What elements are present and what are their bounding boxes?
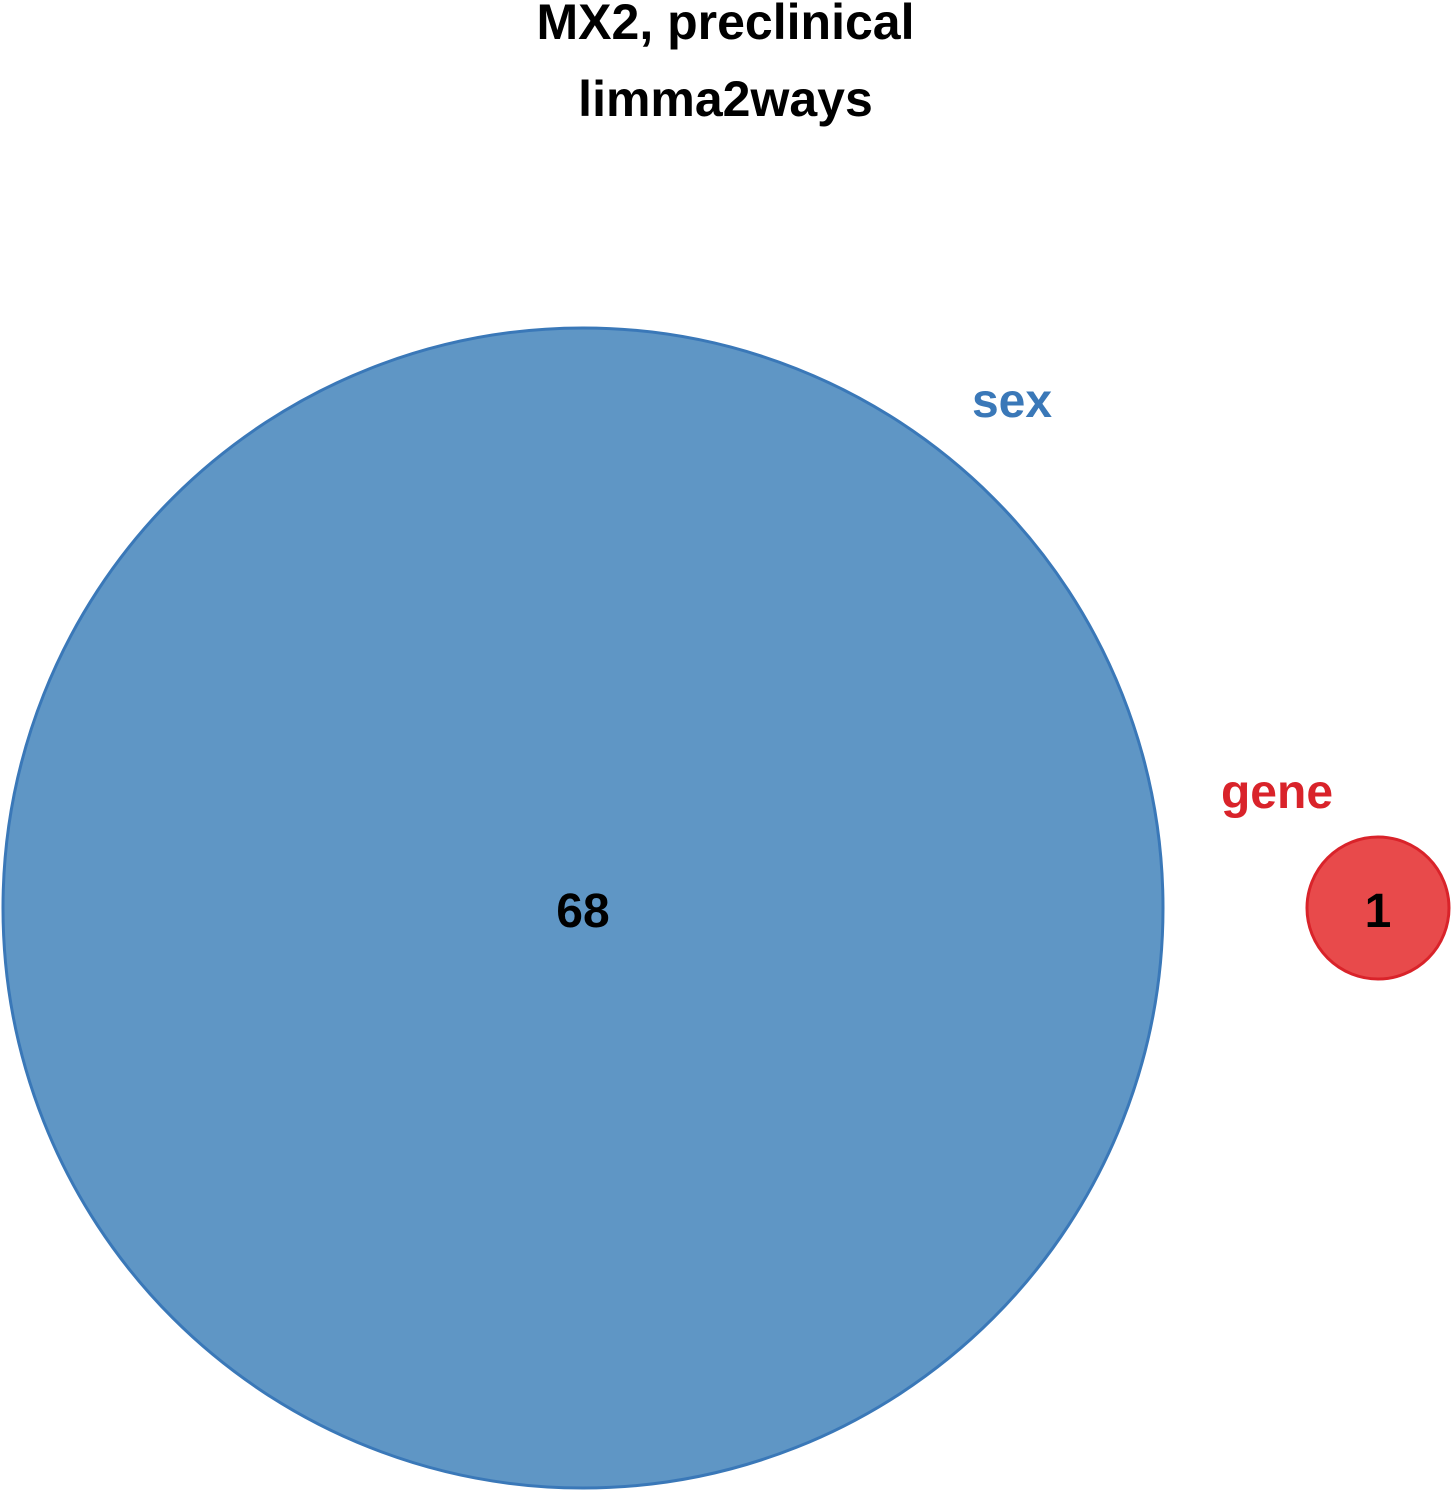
venn-set-sex-count: 68 — [556, 885, 609, 938]
venn-set-sex-circle — [1, 326, 1165, 1490]
venn-set-gene-count: 1 — [1365, 885, 1392, 938]
venn-set-gene-label: gene — [1221, 766, 1333, 819]
chart-title-line-2: limma2ways — [578, 71, 873, 127]
chart-title-line-1: MX2, preclinical — [536, 0, 915, 50]
venn-set-gene-circle — [1305, 835, 1451, 981]
venn-set-sex-label: sex — [972, 375, 1052, 428]
